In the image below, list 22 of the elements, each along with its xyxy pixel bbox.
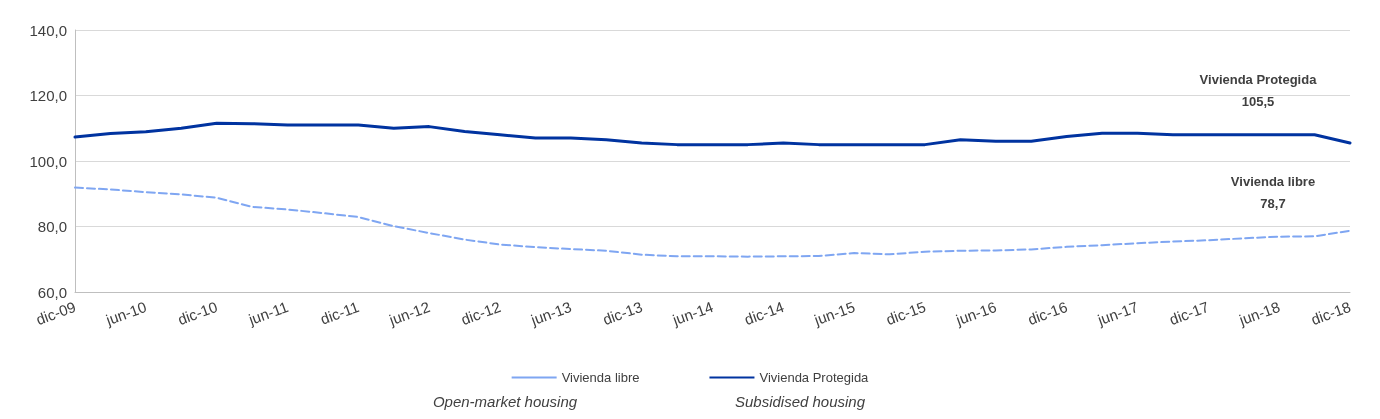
- legend-label: Vivienda libre: [561, 370, 640, 385]
- annotation: Vivienda Protegida 105,5: [1199, 71, 1318, 109]
- text: Open-market housing: [432, 392, 578, 410]
- y-tick-label: 120,0: [29, 87, 67, 104]
- x-tick-label: dic-18: [1308, 298, 1353, 328]
- x-tick-label: dic-13: [600, 298, 645, 328]
- annotation: Vivienda libre 78,7: [1230, 173, 1316, 211]
- x-tick-label: dic-10: [175, 298, 220, 328]
- y-tick-label: 100,0: [29, 152, 67, 170]
- x-tick-label: dic-12: [458, 298, 503, 328]
- y-tick-label: 140,0: [29, 21, 67, 39]
- x-tick-label: dic-16: [1025, 298, 1070, 328]
- x-tick-label: dic-17: [1167, 298, 1212, 328]
- line-series: [73, 121, 1352, 147]
- x-tick-label: dic-14: [742, 298, 787, 328]
- x-tick-label: dic-11: [318, 298, 362, 328]
- text: Subsidised housing: [734, 392, 866, 410]
- line-series: [74, 186, 1351, 258]
- legend-label: Vivienda Protegida: [759, 370, 870, 385]
- x-tick-label: dic-15: [883, 298, 928, 328]
- y-tick-label: 80,0: [37, 218, 67, 235]
- y-tick-label: 60,0: [37, 283, 67, 301]
